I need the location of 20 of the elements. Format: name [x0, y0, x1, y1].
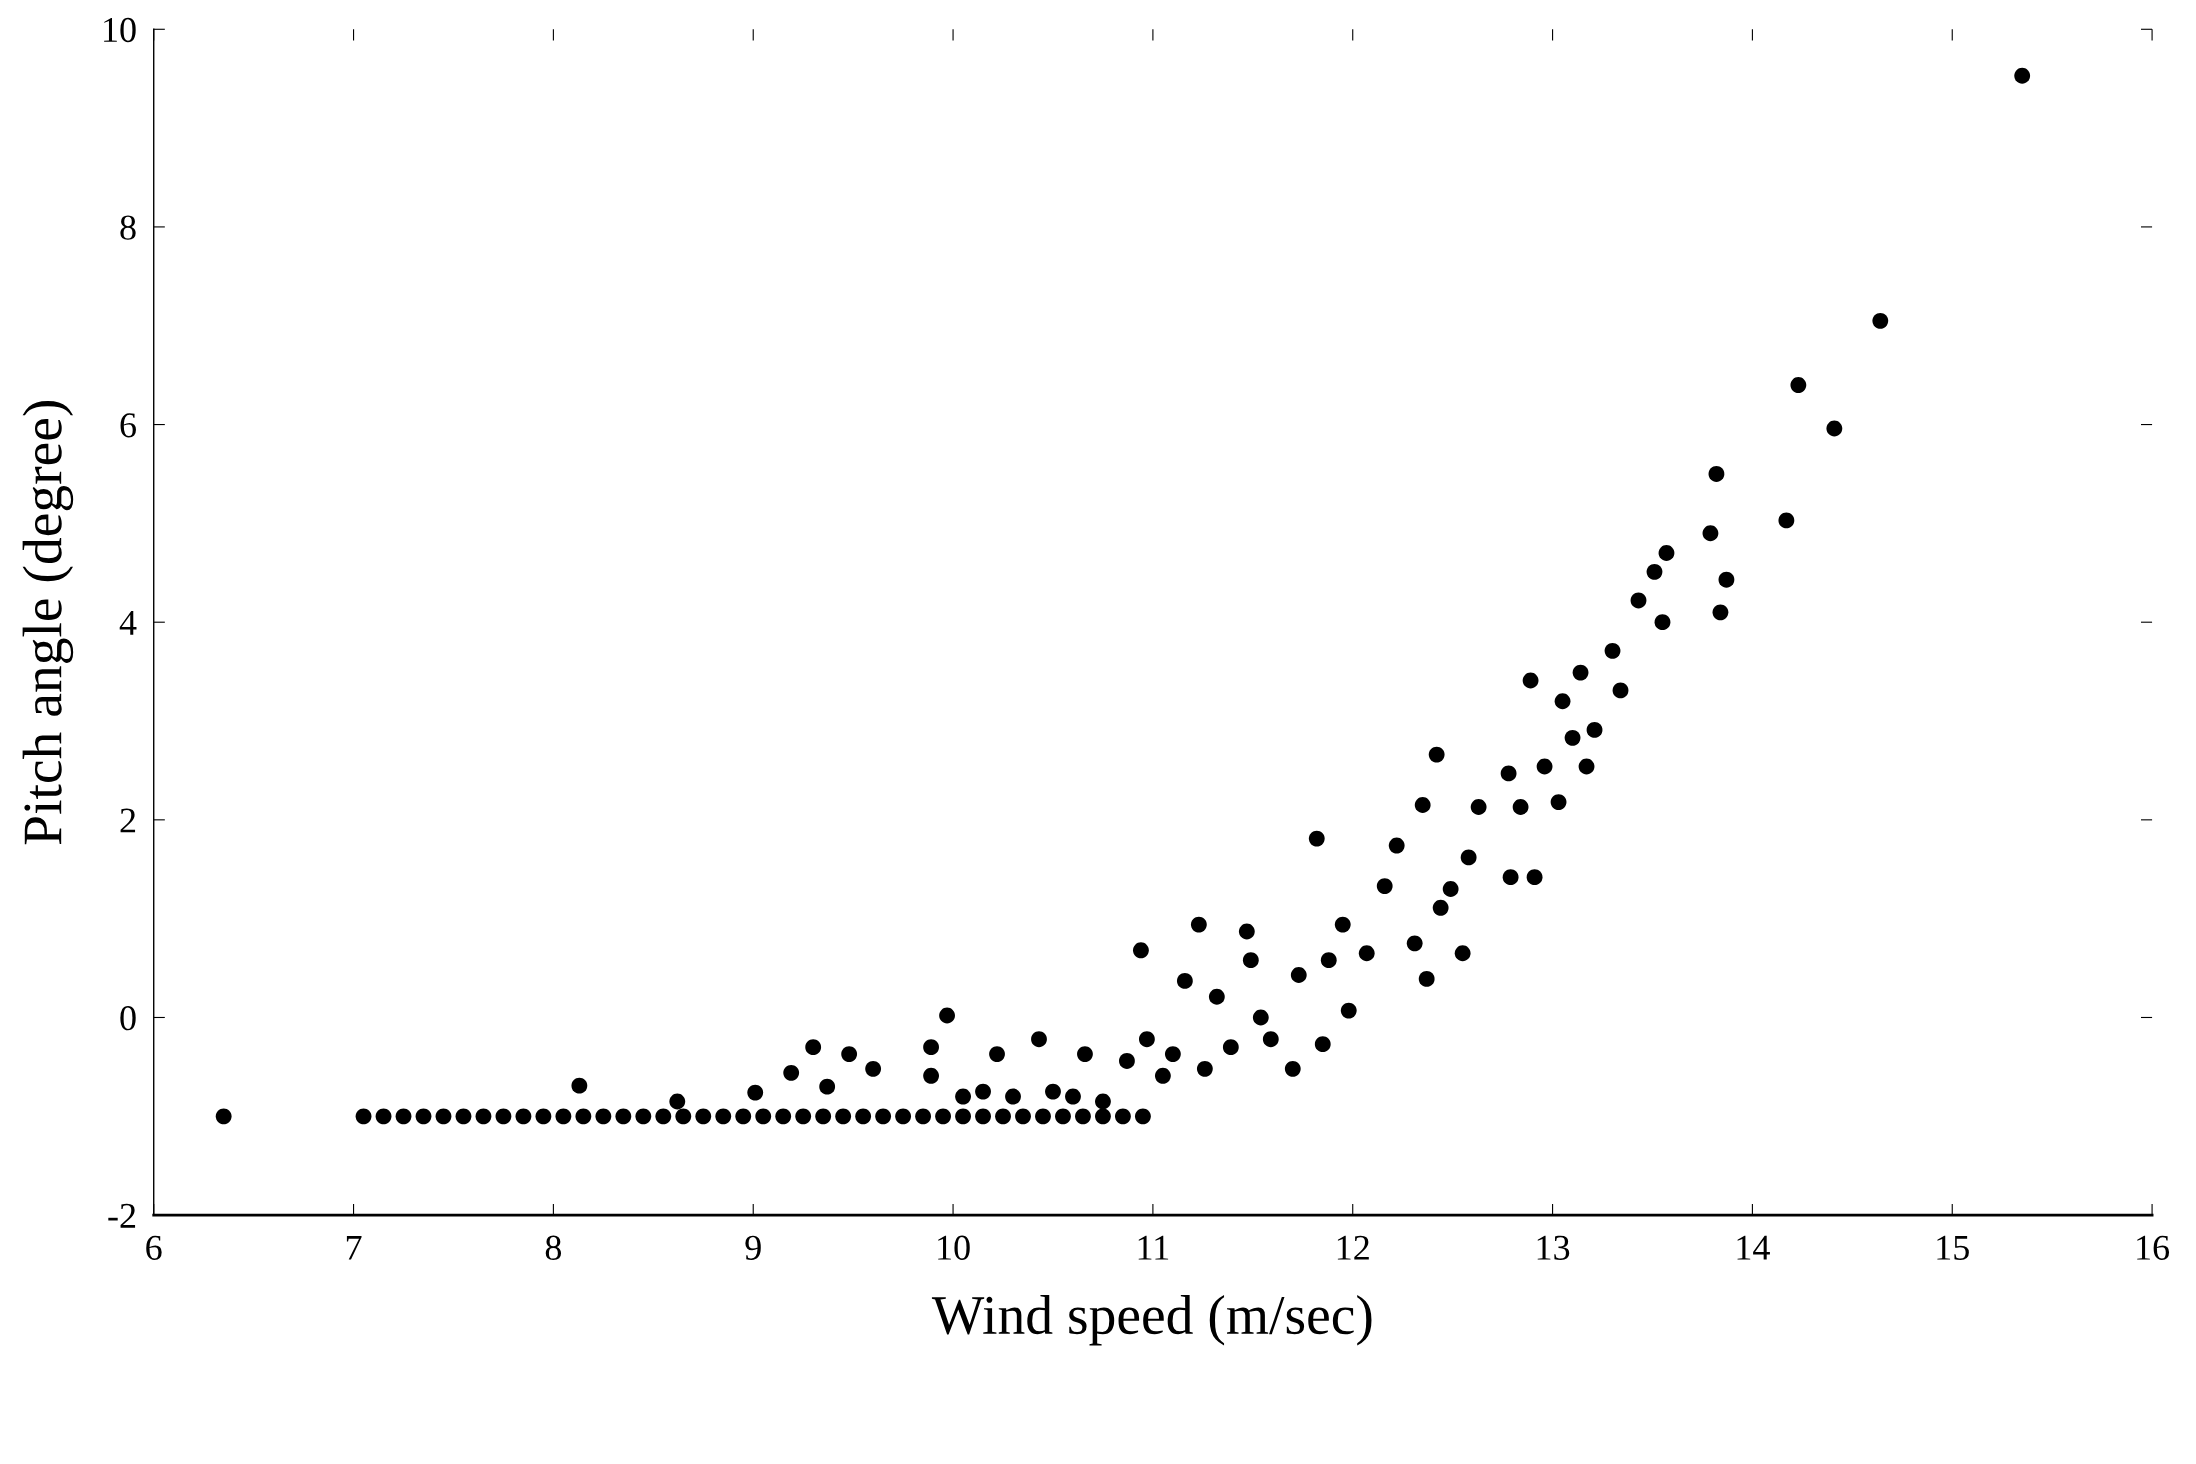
x-tick-label: 12 — [1337, 1235, 1369, 1260]
x-tick-label: 9 — [745, 1235, 761, 1260]
x-tick-label: 13 — [1537, 1235, 1570, 1260]
x-tick-label: 11 — [1138, 1235, 1169, 1260]
y-axis-title: Pitch angle (degree) — [22, 400, 74, 845]
x-tick-label: 10 — [938, 1235, 970, 1260]
y-tick-label: 0 — [120, 1006, 136, 1031]
y-tick-label: 8 — [120, 215, 136, 240]
x-tick-label: 14 — [1737, 1235, 1770, 1260]
x-axis-title: Wind speed (m/sec) — [931, 1295, 1372, 1346]
y-tick-label: 4 — [119, 610, 137, 635]
y-tick-label: 10 — [104, 17, 136, 43]
y-tick-label: 6 — [120, 413, 136, 438]
x-tick-label: 8 — [545, 1235, 562, 1260]
x-tick-label: 16 — [2137, 1235, 2170, 1260]
x-tick-label: 7 — [346, 1235, 362, 1260]
y-tick-label: 2 — [120, 808, 136, 833]
y-tick-label: -2 — [108, 1203, 136, 1228]
x-tick-label: 15 — [1937, 1235, 1969, 1260]
x-tick-label: 6 — [146, 1235, 162, 1260]
